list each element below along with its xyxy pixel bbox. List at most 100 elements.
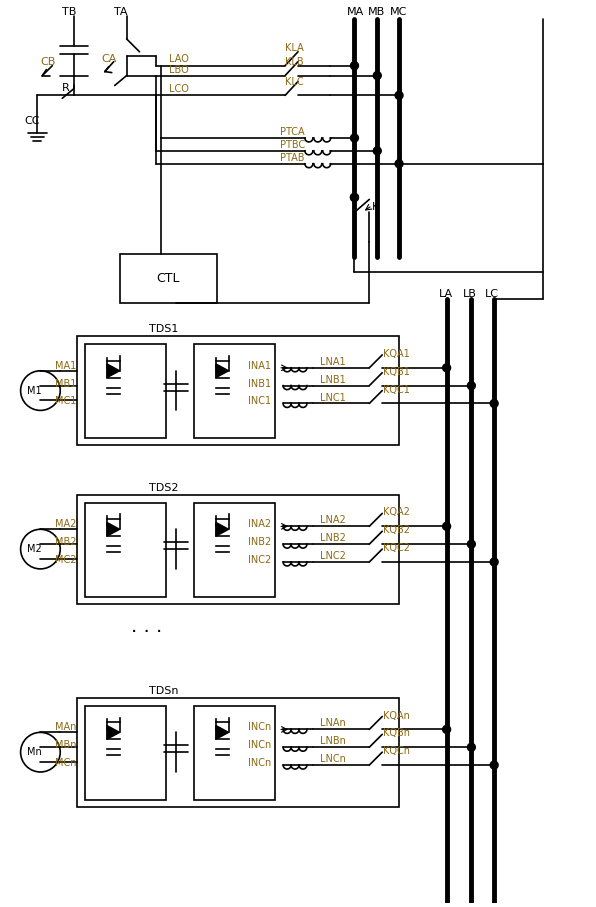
Bar — [194, 706, 275, 800]
Text: KQA1: KQA1 — [383, 349, 410, 359]
Text: LNB2: LNB2 — [320, 533, 346, 543]
Text: LAO: LAO — [169, 54, 189, 63]
Text: LCO: LCO — [169, 84, 189, 94]
Text: TDS2: TDS2 — [150, 483, 179, 493]
Circle shape — [467, 743, 476, 751]
Circle shape — [443, 726, 451, 734]
Bar — [77, 697, 399, 806]
Text: LC: LC — [485, 288, 499, 298]
Text: CA: CA — [102, 54, 117, 63]
Bar — [85, 706, 166, 800]
Text: INCn: INCn — [249, 740, 272, 750]
Text: CTL: CTL — [157, 272, 180, 285]
Text: TB: TB — [62, 7, 77, 17]
Bar — [194, 344, 275, 438]
Text: INA1: INA1 — [249, 361, 271, 371]
Circle shape — [350, 193, 358, 201]
Text: KLB: KLB — [285, 56, 304, 67]
Text: KQB1: KQB1 — [383, 366, 410, 376]
Text: MB2: MB2 — [55, 537, 77, 547]
Circle shape — [490, 761, 498, 769]
Text: MA: MA — [346, 7, 364, 17]
Circle shape — [467, 541, 476, 548]
Text: PTCA: PTCA — [280, 127, 305, 137]
Text: . . .: . . . — [131, 617, 162, 636]
Text: LA: LA — [439, 288, 453, 298]
Text: KQA2: KQA2 — [383, 507, 410, 518]
Text: PTAB: PTAB — [280, 152, 305, 162]
Text: TDS1: TDS1 — [150, 324, 179, 334]
Text: LNA2: LNA2 — [320, 515, 346, 525]
Polygon shape — [216, 726, 229, 739]
Polygon shape — [216, 364, 229, 377]
Circle shape — [443, 364, 451, 372]
Text: MC: MC — [390, 7, 408, 17]
Circle shape — [443, 522, 451, 531]
Text: CB: CB — [41, 56, 56, 67]
Text: KLA: KLA — [285, 43, 304, 53]
Text: KQC2: KQC2 — [383, 543, 410, 553]
Text: KQC1: KQC1 — [383, 385, 410, 395]
Text: KQCn: KQCn — [383, 746, 410, 756]
Text: KLC: KLC — [285, 76, 304, 86]
Text: MCn: MCn — [55, 758, 77, 768]
Bar — [77, 494, 399, 603]
Text: MB: MB — [368, 7, 386, 17]
Text: LNB1: LNB1 — [320, 375, 346, 385]
Text: MC2: MC2 — [55, 555, 77, 565]
Text: MAn: MAn — [55, 722, 77, 733]
Text: KQB2: KQB2 — [383, 525, 410, 535]
Circle shape — [373, 72, 381, 80]
Text: INC2: INC2 — [249, 555, 272, 565]
Text: MC1: MC1 — [55, 396, 77, 406]
Text: MA2: MA2 — [55, 520, 77, 530]
Polygon shape — [107, 522, 120, 536]
Bar — [194, 502, 275, 597]
Circle shape — [373, 147, 381, 155]
Text: TA: TA — [114, 7, 127, 17]
Circle shape — [350, 134, 358, 141]
Text: INCn: INCn — [249, 758, 272, 768]
Text: INB2: INB2 — [249, 537, 272, 547]
Circle shape — [490, 558, 498, 566]
Text: LNAn: LNAn — [320, 718, 346, 728]
Text: Mn: Mn — [27, 747, 42, 757]
Polygon shape — [107, 726, 120, 739]
Text: LB: LB — [462, 288, 476, 298]
Text: MA1: MA1 — [55, 361, 76, 371]
Text: MB1: MB1 — [55, 378, 77, 389]
Polygon shape — [216, 522, 229, 536]
Text: INB1: INB1 — [249, 378, 272, 389]
Bar — [77, 336, 399, 445]
Polygon shape — [107, 364, 120, 377]
Circle shape — [350, 62, 358, 70]
Text: R: R — [62, 83, 70, 93]
Text: LNC2: LNC2 — [320, 551, 346, 561]
Text: LNBn: LNBn — [320, 736, 346, 746]
Text: CC: CC — [24, 116, 40, 126]
Text: PTBC: PTBC — [280, 140, 305, 150]
Circle shape — [395, 160, 403, 168]
Circle shape — [395, 92, 403, 100]
Text: TDSn: TDSn — [150, 686, 179, 696]
Text: LNA1: LNA1 — [320, 356, 346, 366]
Text: LBO: LBO — [169, 64, 189, 74]
Text: KQBn: KQBn — [383, 728, 410, 738]
Circle shape — [350, 193, 358, 201]
Text: M1: M1 — [27, 385, 42, 395]
Text: M2: M2 — [27, 544, 42, 554]
Bar — [85, 502, 166, 597]
Bar — [85, 344, 166, 438]
Circle shape — [467, 382, 476, 390]
Text: K: K — [372, 202, 380, 212]
Bar — [120, 254, 217, 304]
Text: INC1: INC1 — [249, 396, 272, 406]
Text: INA2: INA2 — [249, 520, 272, 530]
Text: MBn: MBn — [55, 740, 77, 750]
Circle shape — [490, 399, 498, 407]
Text: LNC1: LNC1 — [320, 393, 346, 403]
Text: KQAn: KQAn — [383, 710, 410, 720]
Text: LNCn: LNCn — [320, 754, 346, 764]
Text: INCn: INCn — [249, 722, 272, 733]
Polygon shape — [107, 387, 120, 394]
